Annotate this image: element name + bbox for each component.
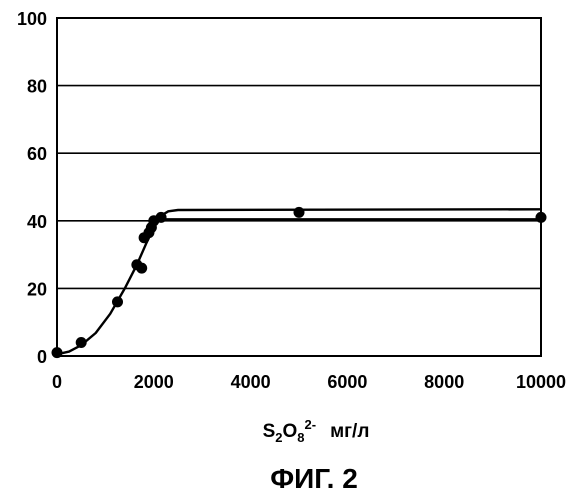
figure-caption: ФИГ. 2: [270, 463, 358, 494]
y-tick-label-20: 20: [27, 279, 47, 299]
data-point-1: [76, 337, 87, 348]
data-point-4: [136, 263, 147, 274]
x-tick-label-6000: 6000: [327, 372, 367, 392]
fit-curves: [57, 209, 541, 354]
plot-frame: [57, 18, 541, 356]
x-tick-label-2000: 2000: [134, 372, 174, 392]
data-point-10: [294, 207, 305, 218]
tick-labels: 0 20 40 60 80 100 0 2000 4000 6000 8000 10000: [17, 9, 566, 392]
x-axis-label: S2O82-мг/л: [263, 417, 370, 445]
fit-curve: [57, 209, 541, 354]
y-tick-label-80: 80: [27, 77, 47, 97]
data-point-0: [52, 347, 63, 358]
x-tick-label-10000: 10000: [516, 372, 566, 392]
y-tick-label-40: 40: [27, 212, 47, 232]
x-tick-label-0: 0: [52, 372, 62, 392]
x-tick-label-8000: 8000: [424, 372, 464, 392]
data-point-9: [156, 212, 167, 223]
y-tick-label-100: 100: [17, 9, 47, 29]
grid-lines: [57, 18, 541, 356]
x-tick-label-4000: 4000: [231, 372, 271, 392]
data-point-11: [536, 212, 547, 223]
y-tick-label-60: 60: [27, 144, 47, 164]
data-point-2: [112, 296, 123, 307]
data-points: [52, 207, 547, 358]
y-tick-label-0: 0: [37, 347, 47, 367]
